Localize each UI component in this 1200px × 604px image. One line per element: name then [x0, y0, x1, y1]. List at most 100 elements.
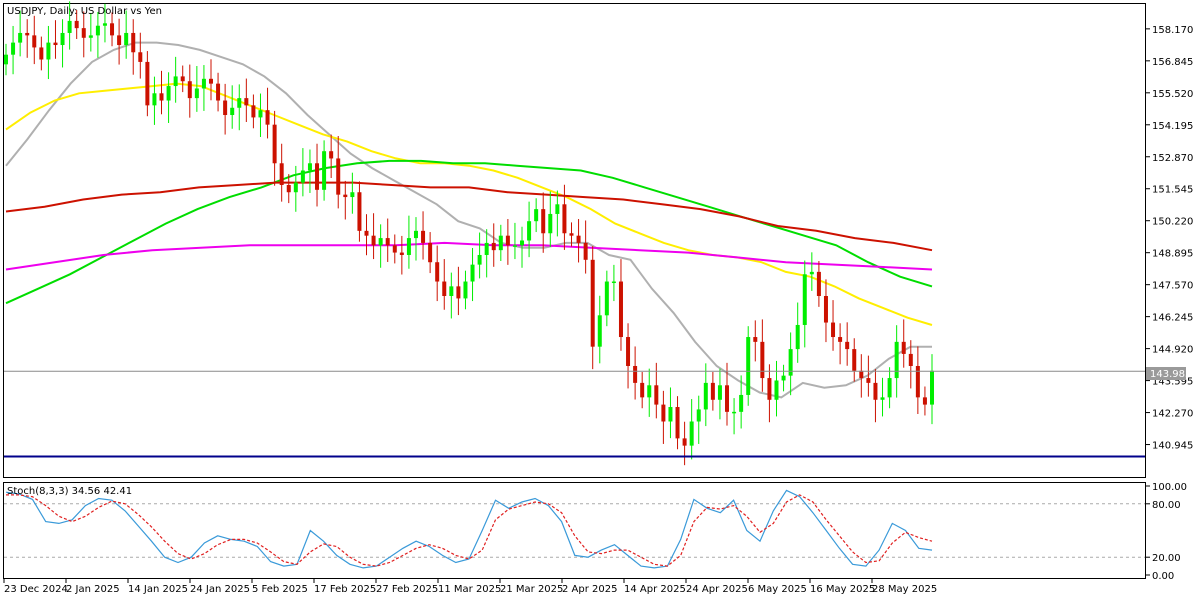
candle-body: [300, 170, 305, 183]
stoch-tick-label: 80.00: [1152, 500, 1181, 511]
candle-body: [534, 209, 539, 222]
moving-average-line: [5, 241, 933, 271]
candle-body: [406, 238, 411, 255]
candle-body: [364, 230, 369, 236]
candle-body: [244, 98, 249, 106]
candle-body: [922, 397, 927, 405]
candle-body: [739, 394, 744, 412]
candle-body: [428, 242, 433, 263]
candle-body: [852, 349, 857, 371]
price-tick-label: 146.245: [1152, 313, 1193, 324]
candle-body: [802, 274, 807, 325]
candle-body: [795, 324, 800, 350]
stoch-line: [6, 494, 933, 567]
candle-body: [470, 264, 475, 282]
candle-body: [463, 281, 468, 299]
candle-body: [25, 32, 30, 36]
candle-body: [682, 438, 687, 446]
candle-body: [67, 20, 72, 33]
price-tick-label: 147.570: [1152, 281, 1193, 292]
candle-body: [569, 233, 574, 236]
candle-body: [859, 370, 864, 379]
candle-body: [399, 252, 404, 255]
candle-body: [611, 281, 616, 284]
candle-body: [633, 365, 638, 383]
candle-body: [640, 382, 645, 398]
candle-body: [88, 35, 93, 38]
chart-title: USDJPY, Daily: US Dollar vs Yen: [7, 6, 162, 17]
candle-body: [329, 151, 334, 159]
time-tick-label: 2 Jan 2025: [66, 584, 120, 595]
time-tick-label: 14 Jan 2025: [128, 584, 188, 595]
candle-body: [831, 322, 836, 338]
time-tick-label: 16 May 2025: [810, 584, 875, 595]
candle-body: [555, 204, 560, 214]
candle-body: [336, 158, 341, 195]
candle-body: [887, 378, 892, 398]
price-tick-label: 156.845: [1152, 57, 1193, 68]
candle-body: [173, 76, 178, 87]
time-tick-label: 5 Feb 2025: [252, 584, 308, 595]
candle-body: [774, 380, 779, 400]
candle-body: [187, 81, 192, 99]
candle-body: [4, 54, 8, 65]
candle-body: [654, 385, 659, 405]
candle-body: [717, 385, 722, 400]
stoch-frame: [3, 482, 1146, 579]
candle-body: [32, 35, 37, 48]
candle-body: [477, 254, 482, 265]
candle-body: [845, 341, 850, 350]
time-tick-label: 24 Jan 2025: [190, 584, 250, 595]
candle-body: [661, 404, 666, 422]
candle-body: [138, 52, 143, 62]
candle-body: [216, 83, 221, 101]
candle-body: [484, 242, 489, 255]
price-tick-label: 158.170: [1152, 25, 1193, 36]
candle-body: [626, 337, 631, 366]
candle-body: [880, 397, 885, 400]
candle-body: [696, 409, 701, 422]
candles: [4, 1, 934, 466]
candle-body: [541, 209, 546, 234]
candle-body: [760, 341, 765, 379]
stoch-tick-label: 0.00: [1152, 571, 1174, 582]
candle-body: [442, 281, 447, 297]
time-tick-label: 11 Mar 2025: [438, 584, 501, 595]
candle-body: [145, 61, 150, 106]
candle-body: [838, 337, 843, 342]
time-tick-label: 2 Apr 2025: [562, 584, 617, 595]
candle-body: [74, 20, 79, 29]
candle-body: [350, 192, 355, 198]
candle-body: [81, 28, 86, 38]
candle-body: [823, 296, 828, 323]
candle-body: [131, 32, 136, 53]
candle-body: [435, 262, 440, 282]
candle-body: [180, 76, 185, 82]
candle-body: [505, 235, 510, 246]
candle-body: [286, 184, 291, 193]
candle-body: [725, 385, 730, 412]
candle-body: [781, 375, 786, 381]
candle-body: [710, 382, 715, 400]
candle-body: [307, 163, 312, 171]
candle-body: [251, 105, 256, 118]
price-tick-label: 142.270: [1152, 409, 1193, 420]
candle-body: [689, 421, 694, 446]
time-tick-label: 27 Feb 2025: [376, 584, 438, 595]
stoch-tick-label: 100.00: [1152, 482, 1187, 493]
moving-average-line: [5, 181, 933, 252]
current-price-label: 143.983: [1150, 369, 1191, 380]
candle-body: [53, 42, 58, 46]
candle-body: [668, 407, 673, 422]
time-tick-label: 21 Mar 2025: [500, 584, 563, 595]
stoch-tick-label: 20.00: [1152, 553, 1181, 564]
candle-body: [124, 32, 129, 46]
stoch-title: Stoch(8,3,3) 34.56 42.41: [7, 486, 132, 497]
main-chart-frame: [3, 3, 1146, 478]
current-price-badge: [1146, 367, 1186, 380]
candle-body: [809, 271, 814, 275]
price-tick-label: 155.520: [1152, 89, 1193, 100]
candle-body: [732, 411, 737, 414]
candle-body: [385, 238, 390, 246]
time-tick-label: 14 Apr 2025: [624, 584, 686, 595]
